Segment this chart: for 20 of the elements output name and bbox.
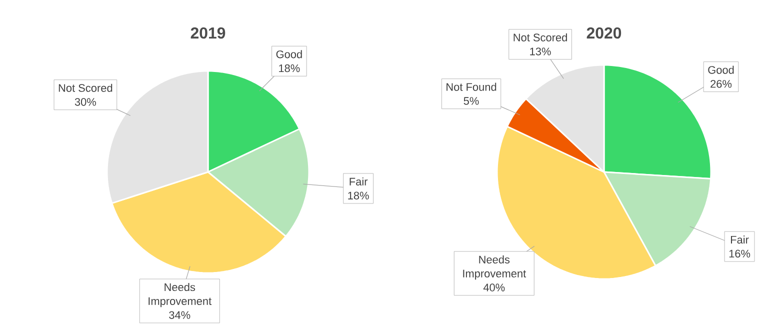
slice-label: Not Scored [58,84,112,92]
slice-label: Good [276,50,302,58]
data-label: 26% [710,80,732,88]
data-label: 5% [464,97,479,105]
slice-label: Needs Improvement [148,283,212,308]
chart-title: 2020 [586,27,622,39]
slice-label: Not Found [446,82,496,91]
data-label: 18% [348,192,369,200]
slice-label: Needs Improvement [463,255,526,280]
data-label: 13% [530,48,551,56]
slice-label: Not Scored [514,33,567,42]
data-label: 16% [729,250,750,258]
slice-label: Good [708,66,734,74]
data-label: 18% [279,64,300,72]
data-label: 40% [483,284,505,292]
data-label: 34% [169,311,190,319]
data-label: 30% [74,98,96,106]
slice-label: Fair [350,177,368,186]
slice-label: Fair [730,236,749,244]
chart-title: 2019 [190,27,226,39]
